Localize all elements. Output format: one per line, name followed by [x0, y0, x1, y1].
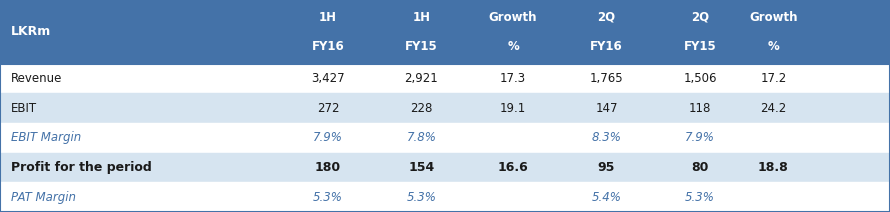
Text: 19.1: 19.1: [500, 102, 526, 115]
Text: 3,427: 3,427: [312, 72, 344, 85]
Text: 7.9%: 7.9%: [685, 131, 715, 144]
Text: Growth: Growth: [489, 11, 538, 24]
Text: 5.3%: 5.3%: [313, 191, 343, 204]
Text: 7.8%: 7.8%: [407, 131, 436, 144]
Text: 118: 118: [689, 102, 711, 115]
Text: LKRm: LKRm: [11, 25, 51, 38]
Text: 8.3%: 8.3%: [592, 131, 621, 144]
Text: 24.2: 24.2: [760, 102, 787, 115]
Text: PAT Margin: PAT Margin: [11, 191, 76, 204]
Text: 5.3%: 5.3%: [685, 191, 715, 204]
Text: 1,765: 1,765: [590, 72, 623, 85]
Bar: [0, 64, 890, 93]
Text: Growth: Growth: [749, 11, 797, 24]
Text: 1H: 1H: [319, 11, 337, 24]
Text: %: %: [507, 40, 519, 53]
Text: 7.9%: 7.9%: [313, 131, 343, 144]
Bar: [0, 153, 890, 182]
Bar: [0, 93, 890, 123]
Text: 80: 80: [692, 161, 708, 174]
Text: 16.6: 16.6: [498, 161, 529, 174]
Text: 147: 147: [595, 102, 618, 115]
Text: 2Q: 2Q: [691, 11, 709, 24]
Text: FY15: FY15: [684, 40, 716, 53]
Text: 2Q: 2Q: [597, 11, 616, 24]
Text: Profit for the period: Profit for the period: [11, 161, 151, 174]
Text: Revenue: Revenue: [11, 72, 62, 85]
Text: 2,921: 2,921: [405, 72, 438, 85]
Text: EBIT Margin: EBIT Margin: [11, 131, 81, 144]
Text: 154: 154: [409, 161, 434, 174]
Text: 5.4%: 5.4%: [592, 191, 621, 204]
Text: %: %: [767, 40, 780, 53]
Text: FY15: FY15: [405, 40, 438, 53]
Text: FY16: FY16: [312, 40, 344, 53]
Text: 95: 95: [598, 161, 615, 174]
Text: 5.3%: 5.3%: [407, 191, 436, 204]
Text: 272: 272: [317, 102, 339, 115]
Text: 17.2: 17.2: [760, 72, 787, 85]
Text: 1H: 1H: [412, 11, 431, 24]
Text: FY16: FY16: [590, 40, 623, 53]
Text: 17.3: 17.3: [500, 72, 526, 85]
Text: EBIT: EBIT: [11, 102, 36, 115]
Bar: [0, 123, 890, 153]
Text: 228: 228: [410, 102, 433, 115]
Text: 1,506: 1,506: [684, 72, 716, 85]
Bar: [0, 182, 890, 212]
Text: 180: 180: [315, 161, 341, 174]
Text: 18.8: 18.8: [758, 161, 789, 174]
Bar: [0, 0, 890, 64]
